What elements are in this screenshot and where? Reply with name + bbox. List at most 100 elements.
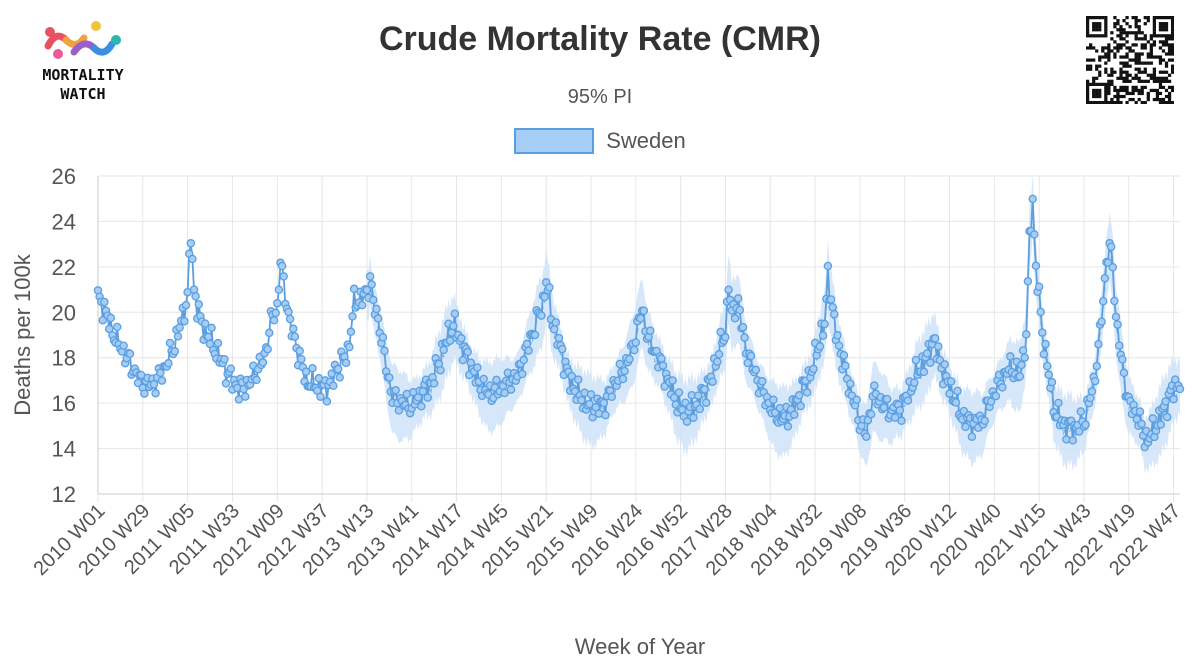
data-point bbox=[577, 395, 586, 405]
data-point bbox=[833, 331, 842, 340]
data-point bbox=[479, 374, 488, 384]
data-point bbox=[682, 417, 692, 426]
data-point bbox=[241, 392, 250, 401]
data-point bbox=[551, 318, 561, 327]
data-point bbox=[953, 386, 962, 396]
data-point bbox=[549, 325, 559, 334]
data-point bbox=[220, 355, 229, 364]
data-point bbox=[961, 422, 970, 432]
logo-dot-red bbox=[45, 27, 55, 37]
data-point bbox=[940, 360, 949, 369]
data-point bbox=[879, 403, 889, 412]
data-point bbox=[828, 302, 837, 312]
data-point bbox=[625, 354, 634, 364]
legend-label-sweden: Sweden bbox=[606, 128, 686, 153]
data-point bbox=[846, 379, 855, 388]
data-point bbox=[1108, 263, 1118, 272]
data-point bbox=[1054, 398, 1063, 408]
data-point bbox=[695, 404, 705, 414]
data-point bbox=[1148, 414, 1158, 423]
data-point bbox=[173, 332, 183, 341]
data-point bbox=[818, 331, 828, 340]
data-point bbox=[1030, 230, 1039, 239]
data-point bbox=[636, 314, 645, 323]
data-point bbox=[106, 313, 116, 323]
data-point bbox=[852, 395, 861, 404]
data-point bbox=[1090, 376, 1100, 386]
data-point bbox=[189, 285, 199, 294]
data-point bbox=[418, 387, 428, 396]
data-point bbox=[329, 381, 338, 391]
data-point bbox=[273, 298, 282, 308]
data-point bbox=[473, 363, 482, 372]
data-point bbox=[367, 280, 376, 289]
data-point bbox=[922, 349, 932, 358]
data-point bbox=[1106, 242, 1116, 251]
logo-dot-pink bbox=[53, 49, 63, 59]
data-point bbox=[714, 349, 724, 359]
data-point bbox=[607, 392, 617, 402]
data-point bbox=[119, 341, 128, 350]
data-point bbox=[658, 361, 668, 370]
data-point bbox=[980, 416, 989, 426]
data-point bbox=[271, 308, 280, 318]
data-point bbox=[738, 322, 748, 332]
data-point bbox=[573, 375, 583, 384]
logo-line-2: WATCH bbox=[60, 85, 106, 103]
data-point bbox=[1118, 355, 1127, 364]
data-point bbox=[100, 297, 109, 307]
data-point bbox=[1015, 372, 1025, 381]
data-point bbox=[826, 295, 836, 304]
data-point bbox=[301, 367, 311, 376]
data-point bbox=[226, 364, 236, 373]
legend[interactable]: Sweden bbox=[0, 128, 1200, 154]
data-point bbox=[1137, 419, 1146, 429]
data-point bbox=[345, 342, 354, 352]
data-point bbox=[436, 365, 445, 375]
data-point bbox=[188, 254, 197, 264]
data-point bbox=[449, 321, 458, 331]
data-point bbox=[554, 333, 564, 343]
data-point bbox=[601, 410, 610, 420]
data-point bbox=[910, 378, 919, 387]
data-point bbox=[1081, 420, 1090, 430]
data-point bbox=[149, 380, 159, 389]
data-point bbox=[1017, 360, 1026, 370]
data-point bbox=[998, 383, 1007, 392]
data-point bbox=[285, 314, 295, 324]
y-tick-label: 16 bbox=[52, 391, 76, 416]
data-point bbox=[1161, 397, 1170, 406]
data-point bbox=[140, 389, 149, 398]
data-point bbox=[991, 391, 1001, 401]
data-point bbox=[417, 402, 426, 411]
y-tick-label: 26 bbox=[52, 164, 76, 189]
data-point bbox=[362, 285, 372, 295]
data-point bbox=[730, 314, 740, 323]
data-point bbox=[1034, 282, 1044, 291]
data-point bbox=[458, 355, 468, 365]
data-point bbox=[1038, 328, 1047, 337]
mortality-watch-logo bbox=[44, 21, 121, 59]
data-point bbox=[274, 285, 284, 295]
data-point bbox=[645, 326, 655, 336]
data-point bbox=[165, 338, 175, 348]
data-point bbox=[322, 397, 332, 406]
data-point bbox=[295, 346, 304, 356]
data-point bbox=[862, 432, 871, 441]
data-point bbox=[751, 365, 761, 375]
data-point bbox=[733, 294, 743, 303]
data-point bbox=[620, 366, 629, 376]
y-tick-label: 12 bbox=[52, 482, 76, 507]
data-point bbox=[815, 342, 825, 351]
data-point bbox=[290, 332, 300, 341]
logo-dot-teal bbox=[111, 35, 121, 45]
data-point bbox=[423, 393, 432, 402]
data-point bbox=[112, 322, 122, 332]
data-point bbox=[385, 373, 394, 382]
data-point bbox=[1068, 436, 1078, 445]
data-point bbox=[585, 399, 594, 409]
data-point bbox=[796, 401, 805, 411]
data-point bbox=[945, 389, 954, 398]
data-point bbox=[335, 373, 344, 382]
legend-swatch-sweden bbox=[514, 128, 595, 154]
